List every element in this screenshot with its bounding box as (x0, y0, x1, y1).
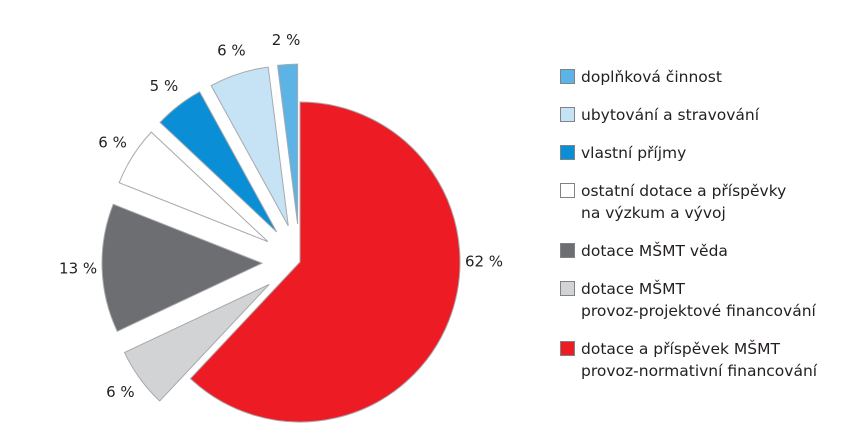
value-label: 62 % (465, 253, 503, 271)
legend-item: dotace MŠMT věda (560, 240, 728, 262)
legend-item: ostatní dotace a příspěvky na výzkum a v… (560, 180, 786, 224)
pie-slice (101, 203, 264, 332)
legend-swatch (560, 341, 575, 356)
legend-swatch (560, 69, 575, 84)
legend-label: dotace MŠMT provoz-projektové financován… (581, 280, 816, 320)
legend-swatch (560, 107, 575, 122)
legend-label: vlastní příjmy (581, 144, 687, 162)
pie-slice (189, 101, 461, 423)
legend-swatch (560, 183, 575, 198)
value-label: 6 % (106, 383, 135, 401)
pie-slice (159, 91, 278, 233)
legend-label: ostatní dotace a příspěvky na výzkum a v… (581, 182, 787, 222)
legend-item: dotace a příspěvek MŠMT provoz-normativn… (560, 338, 817, 382)
pie-slice (123, 283, 270, 402)
legend-item: vlastní příjmy (560, 142, 686, 164)
value-label: 6 % (98, 134, 127, 152)
legend-label: ubytování a stravování (581, 106, 760, 124)
legend-item: doplňková činnost (560, 66, 722, 88)
pie-slice (277, 63, 299, 225)
legend-item: dotace MŠMT provoz-projektové financován… (560, 278, 816, 322)
value-label: 6 % (217, 41, 246, 59)
value-label: 2 % (272, 31, 301, 49)
pie-slice (118, 131, 269, 243)
pie-slice (210, 66, 289, 227)
legend-label: dotace a příspěvek MŠMT provoz-normativn… (581, 340, 818, 380)
legend-swatch (560, 281, 575, 296)
legend-swatch (560, 145, 575, 160)
value-label: 13 % (59, 259, 97, 277)
legend-label: dotace MŠMT věda (581, 242, 728, 260)
legend-swatch (560, 243, 575, 258)
legend-label: doplňková činnost (581, 68, 722, 86)
value-label: 5 % (150, 77, 179, 95)
legend-item: ubytování a stravování (560, 104, 759, 126)
